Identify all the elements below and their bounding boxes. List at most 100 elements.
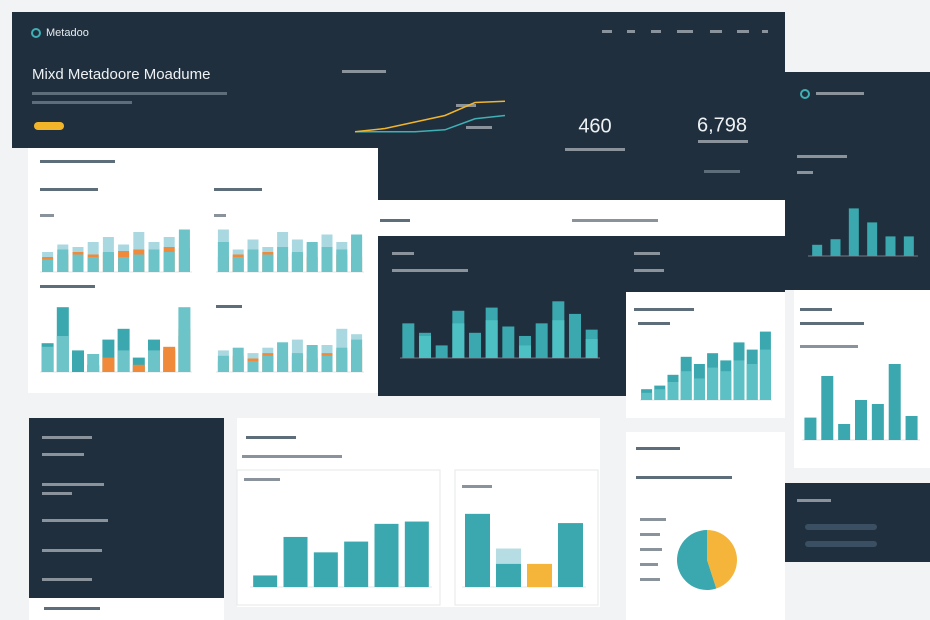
bar bbox=[435, 345, 448, 358]
bar bbox=[283, 536, 308, 587]
bar bbox=[641, 392, 653, 400]
bar bbox=[867, 222, 878, 256]
bar bbox=[336, 347, 348, 372]
bar bbox=[42, 259, 54, 272]
logo bbox=[31, 28, 41, 38]
bar bbox=[247, 249, 259, 272]
bar bbox=[72, 254, 84, 272]
bar bbox=[163, 346, 176, 372]
dark-card bbox=[378, 236, 626, 396]
cta-button[interactable] bbox=[34, 122, 64, 130]
bar bbox=[41, 346, 54, 372]
bar bbox=[848, 208, 859, 256]
subtitle bbox=[32, 101, 132, 104]
chart-label bbox=[342, 70, 386, 73]
dark-card bbox=[626, 236, 785, 292]
hero-panel-ext bbox=[378, 148, 785, 200]
dark-card bbox=[785, 72, 930, 290]
bar bbox=[321, 355, 333, 372]
bar bbox=[569, 313, 581, 358]
bar bbox=[535, 323, 548, 358]
bar bbox=[821, 376, 834, 440]
card-title bbox=[40, 160, 115, 163]
bar bbox=[527, 563, 552, 587]
bar bbox=[733, 360, 745, 400]
bar bbox=[419, 335, 431, 358]
bar bbox=[404, 521, 429, 587]
hero-title: Mixd Metadoore Moadume bbox=[32, 66, 210, 83]
bar bbox=[132, 364, 145, 372]
bar bbox=[485, 320, 498, 358]
line bbox=[355, 114, 506, 133]
bar bbox=[885, 236, 896, 256]
bar bbox=[102, 252, 114, 272]
bar bbox=[496, 563, 521, 587]
legend bbox=[456, 104, 476, 107]
card bbox=[794, 290, 930, 468]
pie-slice bbox=[707, 530, 737, 589]
bar bbox=[118, 257, 130, 272]
bar bbox=[87, 257, 99, 272]
bar bbox=[277, 342, 289, 372]
bar bbox=[102, 357, 115, 372]
bar bbox=[351, 339, 363, 372]
bar bbox=[117, 350, 130, 372]
bar bbox=[148, 249, 160, 272]
bar bbox=[56, 336, 69, 372]
bar bbox=[277, 247, 289, 272]
pie-slice bbox=[676, 530, 717, 590]
bar bbox=[133, 254, 145, 272]
bar bbox=[217, 242, 229, 272]
bar bbox=[262, 254, 274, 272]
bar bbox=[306, 345, 318, 372]
bar bbox=[759, 349, 771, 400]
bar bbox=[57, 249, 69, 272]
kpi-value: 6,798 bbox=[697, 114, 747, 136]
kpi-label bbox=[704, 170, 740, 173]
bar bbox=[903, 236, 914, 256]
bar bbox=[838, 424, 851, 440]
bar bbox=[178, 229, 190, 272]
bar bbox=[667, 382, 679, 400]
bar bbox=[871, 404, 884, 440]
kpi-value: 460 bbox=[578, 115, 611, 137]
bar bbox=[720, 371, 732, 400]
bar bbox=[321, 247, 333, 272]
bar bbox=[680, 371, 692, 400]
bar bbox=[746, 364, 758, 400]
bar bbox=[262, 355, 274, 372]
bar bbox=[313, 552, 338, 587]
bar bbox=[291, 353, 303, 372]
bar bbox=[654, 389, 666, 400]
bar bbox=[163, 252, 175, 272]
bar bbox=[855, 400, 867, 440]
bar bbox=[306, 242, 318, 272]
bar bbox=[905, 416, 918, 440]
bar bbox=[402, 323, 415, 358]
bar bbox=[812, 244, 823, 256]
bar bbox=[336, 249, 348, 272]
bar bbox=[232, 257, 244, 272]
card bbox=[626, 432, 785, 620]
bar bbox=[452, 323, 465, 358]
dark-card bbox=[29, 418, 224, 598]
legend bbox=[466, 126, 492, 129]
bar bbox=[465, 513, 490, 587]
brand: Metadoo bbox=[46, 27, 89, 39]
kpi-label bbox=[565, 148, 625, 151]
bar bbox=[72, 350, 84, 372]
bar bbox=[178, 307, 191, 372]
bar bbox=[502, 326, 515, 358]
bar bbox=[830, 239, 841, 256]
bar bbox=[469, 332, 481, 358]
bar bbox=[148, 350, 160, 372]
line bbox=[354, 100, 506, 133]
bar bbox=[217, 355, 229, 372]
card bbox=[29, 598, 224, 620]
bar bbox=[344, 541, 369, 587]
card-header bbox=[378, 200, 785, 236]
card bbox=[626, 292, 785, 418]
bar bbox=[707, 367, 719, 400]
